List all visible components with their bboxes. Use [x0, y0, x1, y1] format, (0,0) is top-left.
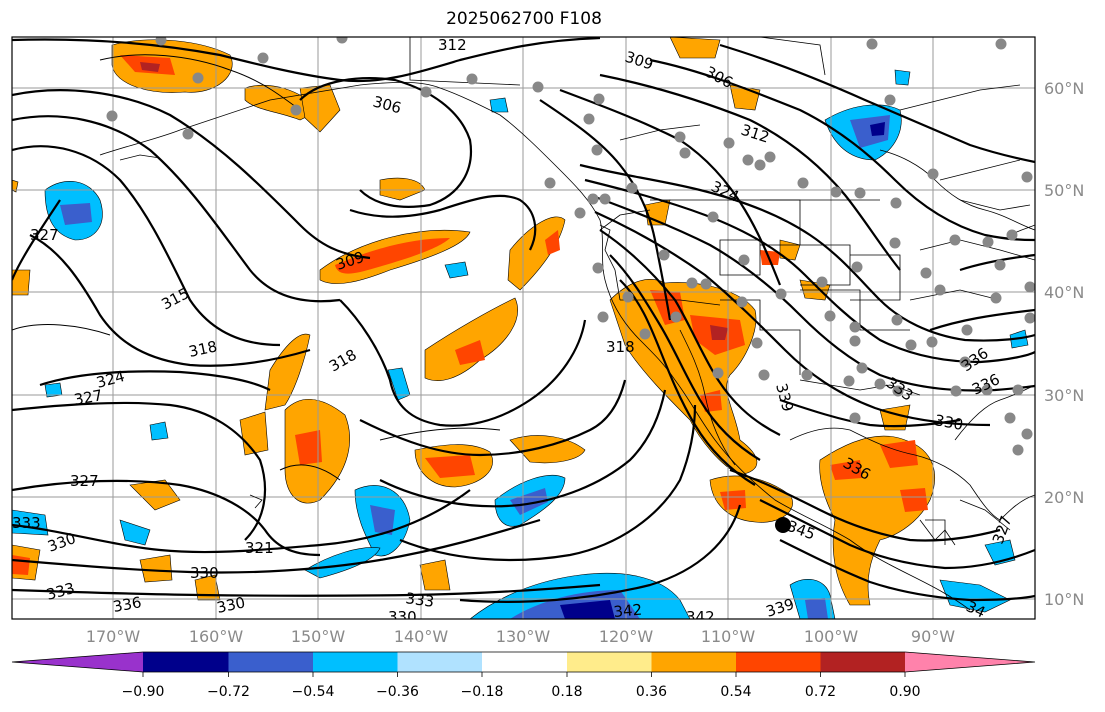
highlight-marker	[775, 517, 791, 533]
lon-label: 100°W	[804, 627, 859, 646]
colorbar-tick-label: −0.90	[122, 684, 165, 700]
colorbar-tick-label: 0.90	[889, 684, 920, 700]
contour-label: 318	[187, 337, 219, 361]
colorbar: −0.90 −0.72 −0.54 −0.36 −0.18 0.18 0.36 …	[11, 651, 1036, 700]
lat-label: 10°N	[1044, 590, 1084, 609]
contour-label: 342	[613, 601, 643, 621]
colorbar-tick-label: 0.72	[805, 684, 836, 700]
longitude-labels: 170°W 160°W 150°W 140°W 130°W 120°W 110°…	[86, 627, 955, 646]
map-title: 2025062700 F108	[446, 9, 602, 29]
colorbar-segment	[651, 652, 736, 672]
colorbar-segment	[313, 652, 398, 672]
contour-label: 327	[70, 472, 99, 490]
contour-label: 330	[933, 411, 964, 434]
colorbar-segment	[820, 652, 905, 672]
lon-label: 170°W	[86, 627, 141, 646]
colorbar-segment	[397, 652, 482, 672]
contour-label: 330	[215, 593, 247, 617]
colorbar-segment	[482, 652, 567, 672]
lon-label: 140°W	[394, 627, 449, 646]
colorbar-tick-label: 0.36	[636, 684, 667, 700]
lat-label: 50°N	[1044, 181, 1084, 200]
lat-label: 20°N	[1044, 488, 1084, 507]
contours	[12, 37, 1035, 603]
contour-label: 333	[12, 514, 41, 532]
contour-label: 312	[438, 36, 467, 54]
colorbar-tick-label: −0.72	[207, 684, 250, 700]
colorbar-tick-label: 0.18	[551, 684, 582, 700]
lat-label: 60°N	[1044, 79, 1084, 98]
colorbar-segment	[143, 652, 229, 672]
colorbar-segment	[567, 652, 652, 672]
colorbar-segment	[228, 652, 313, 672]
gridlines	[12, 37, 1035, 619]
colorbar-tick-label: −0.54	[292, 684, 335, 700]
contour-label: 34	[963, 597, 988, 621]
contour-label: 327	[30, 226, 59, 244]
station-markers	[106, 37, 1035, 456]
lon-label: 160°W	[189, 627, 244, 646]
colorbar-tick-label: 0.54	[720, 684, 751, 700]
colorbar-segment	[736, 652, 821, 672]
lon-label: 150°W	[291, 627, 346, 646]
colorbar-tick-label: −0.18	[461, 684, 504, 700]
contour-label: 321	[245, 539, 274, 557]
contour-label: 336	[112, 593, 143, 616]
colorbar-segment	[905, 652, 1035, 672]
colorbar-segment	[12, 652, 143, 672]
lat-label: 30°N	[1044, 386, 1084, 405]
lon-label: 120°W	[599, 627, 654, 646]
shaded-field	[12, 37, 1029, 619]
contour-label: 333	[404, 589, 435, 611]
contour-label: 330	[388, 608, 417, 626]
contour-label: 327	[73, 386, 104, 409]
lon-label: 90°W	[911, 627, 955, 646]
thin-contours	[12, 54, 501, 481]
colorbar-tick-label: −0.36	[376, 684, 419, 700]
lon-label: 110°W	[701, 627, 756, 646]
contour-label: 330	[190, 564, 219, 582]
contour-label: 342	[686, 608, 715, 626]
lon-label: 130°W	[496, 627, 551, 646]
map-border	[11, 36, 1036, 620]
contour-label: 318	[606, 338, 635, 356]
lat-label: 40°N	[1044, 283, 1084, 302]
latitude-labels: 60°N 50°N 40°N 30°N 20°N 10°N	[1044, 79, 1084, 609]
